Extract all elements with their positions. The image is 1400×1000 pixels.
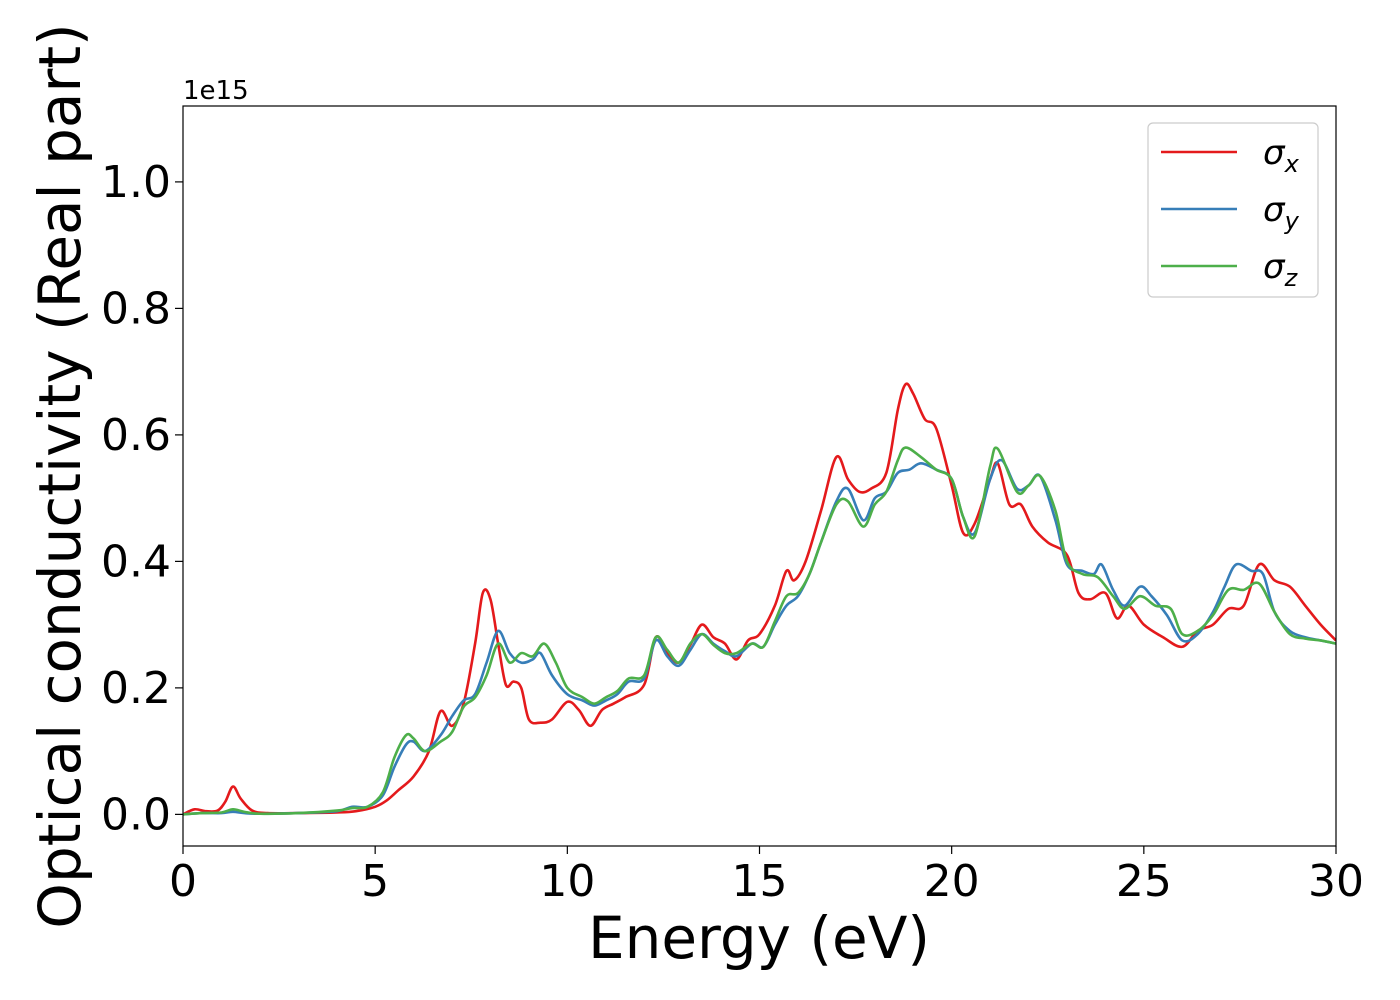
y-tick-label: 0.0 <box>101 789 171 840</box>
y-tick-label: 0.4 <box>101 536 171 587</box>
x-axis-title: Energy (eV) <box>588 904 930 972</box>
x-tick-label: 0 <box>169 856 197 907</box>
y-offset-label: 1e15 <box>183 76 249 106</box>
y-tick-label: 0.8 <box>101 283 171 334</box>
x-axis: 0 5 10 15 20 25 30 <box>169 846 1364 907</box>
x-tick-label: 30 <box>1308 856 1364 907</box>
y-tick-label: 1.0 <box>101 157 171 208</box>
y-axis: 0.0 0.2 0.4 0.6 0.8 1.0 <box>101 157 183 840</box>
y-axis-title: Optical conductivity (Real part) <box>26 23 94 928</box>
y-tick-label: 0.6 <box>101 410 171 461</box>
x-tick-label: 20 <box>924 856 980 907</box>
series-layer <box>183 382 1336 816</box>
series-line-z <box>183 446 1336 816</box>
x-tick-label: 5 <box>361 856 389 907</box>
x-tick-label: 10 <box>539 856 595 907</box>
y-tick-label: 0.2 <box>101 663 171 714</box>
x-tick-label: 25 <box>1116 856 1172 907</box>
x-tick-label: 15 <box>732 856 788 907</box>
series-line-x <box>183 382 1336 816</box>
